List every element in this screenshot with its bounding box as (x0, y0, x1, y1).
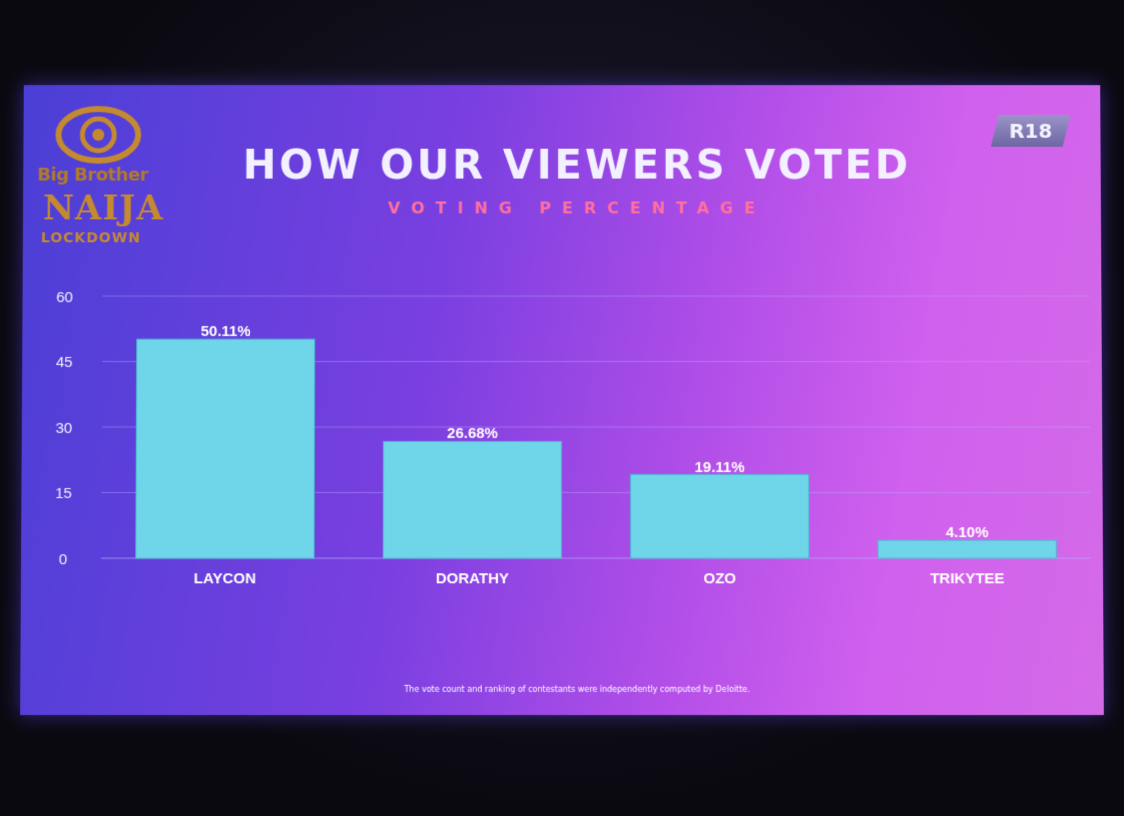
x-tick-label: DORATHY (436, 570, 509, 587)
bar-trikytee (878, 540, 1056, 558)
footnote: The vote count and ranking of contestant… (404, 684, 750, 694)
x-tick-label: OZO (704, 570, 737, 587)
y-tick-label: 15 (55, 486, 72, 503)
x-tick-label: LAYCON (194, 570, 256, 587)
y-tick-label: 30 (55, 420, 72, 437)
big-brother-eye-icon (55, 106, 142, 165)
data-label: 4.10% (946, 524, 989, 541)
data-label: 19.11% (695, 459, 745, 476)
data-label: 50.11% (201, 323, 251, 340)
y-tick-label: 0 (59, 551, 67, 568)
bar-laycon (135, 338, 316, 558)
y-tick-label: 45 (56, 355, 73, 372)
bar-dorathy (382, 440, 562, 558)
bar-chart: 0 15 30 45 60 50.11% LAYCON 26.68% DORATHY 19.11%… (55, 289, 1104, 587)
show-logo: Big Brother NAIJA LOCKDOWN (37, 103, 164, 252)
x-tick-label: TRIKYTEE (930, 570, 1004, 587)
tv-screen: Big Brother NAIJA LOCKDOWN R18 HOW OUR V… (20, 85, 1104, 716)
data-label: 26.68% (447, 425, 498, 442)
y-tick-label: 60 (56, 289, 73, 306)
bar-ozo (631, 475, 809, 559)
